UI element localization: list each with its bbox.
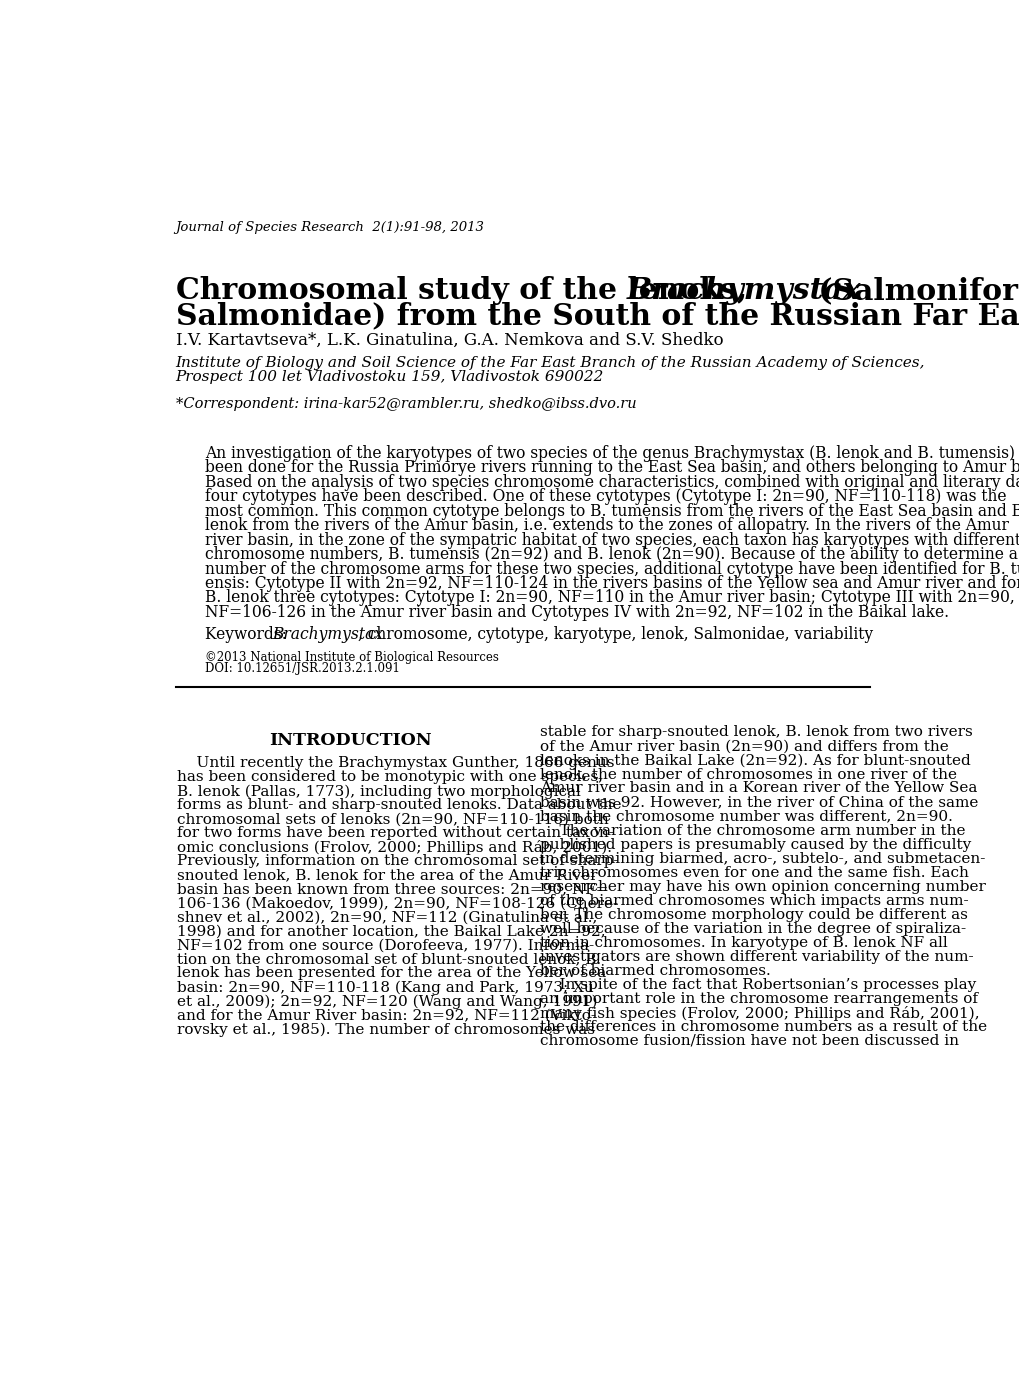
Text: lenok has been presented for the area of the Yellow sea: lenok has been presented for the area of… bbox=[177, 967, 605, 981]
Text: and for the Amur River basin: 2n=92, NF=112 (Vikto-: and for the Amur River basin: 2n=92, NF=… bbox=[177, 1008, 595, 1022]
Text: ber. The chromosome morphology could be different as: ber. The chromosome morphology could be … bbox=[539, 907, 967, 921]
Text: four cytotypes have been described. One of these cytotypes (Cytotype I: 2n=90, N: four cytotypes have been described. One … bbox=[205, 488, 1006, 505]
Text: INTRODUCTION: INTRODUCTION bbox=[269, 732, 432, 748]
Text: NF=102 from one source (Dorofeeva, 1977). Informa-: NF=102 from one source (Dorofeeva, 1977)… bbox=[177, 939, 594, 953]
Text: snouted lenok, B. lenok for the area of the Amur River: snouted lenok, B. lenok for the area of … bbox=[177, 869, 597, 882]
Text: lenok from the rivers of the Amur basin, i.e. extends to the zones of allopatry.: lenok from the rivers of the Amur basin,… bbox=[205, 517, 1008, 534]
Text: tric chromosomes even for one and the same fish. Each: tric chromosomes even for one and the sa… bbox=[539, 866, 968, 880]
Text: NF=106-126 in the Amur river basin and Cytotypes IV with 2n=92, NF=102 in the Ba: NF=106-126 in the Amur river basin and C… bbox=[205, 604, 949, 621]
Text: tion on the chromosomal set of blunt-snouted lenok, B.: tion on the chromosomal set of blunt-sno… bbox=[177, 953, 600, 967]
Text: chromosome numbers, B. tumensis (2n=92) and B. lenok (2n=90). Because of the abi: chromosome numbers, B. tumensis (2n=92) … bbox=[205, 546, 1017, 563]
Text: Brachymystax: Brachymystax bbox=[626, 277, 860, 306]
Text: shnev et al., 2002), 2n=90, NF=112 (Ginatulina et al.,: shnev et al., 2002), 2n=90, NF=112 (Gina… bbox=[177, 910, 597, 924]
Text: tion in chromosomes. In karyotype of B. lenok NF all: tion in chromosomes. In karyotype of B. … bbox=[539, 936, 947, 950]
Text: Prospect 100 let Vladivostoku 159, Vladivostok 690022: Prospect 100 let Vladivostoku 159, Vladi… bbox=[175, 371, 603, 384]
Text: in determining biarmed, acro-, subtelo-, and submetacen-: in determining biarmed, acro-, subtelo-,… bbox=[539, 852, 984, 866]
Text: ensis: Cytotype II with 2n=92, NF=110-124 in the rivers basins of the Yellow sea: ensis: Cytotype II with 2n=92, NF=110-12… bbox=[205, 575, 1019, 592]
Text: for two forms have been reported without certain taxon-: for two forms have been reported without… bbox=[177, 826, 613, 841]
Text: Based on the analysis of two species chromosome characteristics, combined with o: Based on the analysis of two species chr… bbox=[205, 473, 1019, 491]
Text: has been considered to be monotypic with one species,: has been considered to be monotypic with… bbox=[177, 770, 602, 784]
Text: of the biarmed chromosomes which impacts arms num-: of the biarmed chromosomes which impacts… bbox=[539, 893, 967, 907]
Text: basin was 92. However, in the river of China of the same: basin was 92. However, in the river of C… bbox=[539, 795, 977, 809]
Text: well because of the variation in the degree of spiraliza-: well because of the variation in the deg… bbox=[539, 921, 965, 936]
Text: basin: 2n=90, NF=110-118 (Kang and Park, 1973; Xu: basin: 2n=90, NF=110-118 (Kang and Park,… bbox=[177, 981, 593, 994]
Text: the differences in chromosome numbers as a result of the: the differences in chromosome numbers as… bbox=[539, 1019, 986, 1033]
Text: Keywords:: Keywords: bbox=[205, 626, 291, 643]
Text: ber of biarmed chromosomes.: ber of biarmed chromosomes. bbox=[539, 964, 769, 978]
Text: Previously, information on the chromosomal set of sharp-: Previously, information on the chromosom… bbox=[177, 855, 619, 869]
Text: many fish species (Frolov, 2000; Phillips and Ráb, 2001),: many fish species (Frolov, 2000; Phillip… bbox=[539, 1005, 978, 1021]
Text: most common. This common cytotype belongs to B. tumensis from the rivers of the : most common. This common cytotype belong… bbox=[205, 502, 1019, 520]
Text: chromosome fusion/fission have not been discussed in: chromosome fusion/fission have not been … bbox=[539, 1033, 958, 1048]
Text: lenoks in the Baikal Lake (2n=92). As for blunt-snouted: lenoks in the Baikal Lake (2n=92). As fo… bbox=[539, 754, 970, 768]
Text: river basin, in the zone of the sympatric habitat of two species, each taxon has: river basin, in the zone of the sympatri… bbox=[205, 531, 1019, 549]
Text: B. lenok (Pallas, 1773), including two morphological: B. lenok (Pallas, 1773), including two m… bbox=[177, 784, 581, 798]
Text: 106-136 (Makoedov, 1999), 2n=90, NF=108-126 (Chere-: 106-136 (Makoedov, 1999), 2n=90, NF=108-… bbox=[177, 896, 618, 910]
Text: et al., 2009); 2n=92, NF=120 (Wang and Wang, 1991): et al., 2009); 2n=92, NF=120 (Wang and W… bbox=[177, 994, 597, 1008]
Text: forms as blunt- and sharp-snouted lenoks. Data about the: forms as blunt- and sharp-snouted lenoks… bbox=[177, 798, 621, 812]
Text: In spite of the fact that Robertsonian’s processes play: In spite of the fact that Robertsonian’s… bbox=[539, 978, 975, 992]
Text: An investigation of the karyotypes of two species of the genus Brachymystax (B. : An investigation of the karyotypes of tw… bbox=[205, 445, 1019, 462]
Text: lenok, the number of chromosomes in one river of the: lenok, the number of chromosomes in one … bbox=[539, 768, 956, 781]
Text: investigators are shown different variability of the num-: investigators are shown different variab… bbox=[539, 950, 972, 964]
Text: rovsky et al., 1985). The number of chromosomes was: rovsky et al., 1985). The number of chro… bbox=[177, 1022, 594, 1037]
Text: (Salmoniformes,: (Salmoniformes, bbox=[807, 277, 1019, 306]
Text: been done for the Russia Primorye rivers running to the East Sea basin, and othe: been done for the Russia Primorye rivers… bbox=[205, 459, 1019, 476]
Text: Brachymystax: Brachymystax bbox=[272, 626, 383, 643]
Text: ©2013 National Institute of Biological Resources: ©2013 National Institute of Biological R… bbox=[205, 651, 498, 664]
Text: an important role in the chromosome rearrangements of: an important role in the chromosome rear… bbox=[539, 992, 977, 1005]
Text: I.V. Kartavtseva*, L.K. Ginatulina, G.A. Nemkova and S.V. Shedko: I.V. Kartavtseva*, L.K. Ginatulina, G.A.… bbox=[175, 332, 722, 349]
Text: stable for sharp-snouted lenok, B. lenok from two rivers: stable for sharp-snouted lenok, B. lenok… bbox=[539, 726, 971, 740]
Text: number of the chromosome arms for these two species, additional cytotype have be: number of the chromosome arms for these … bbox=[205, 560, 1019, 578]
Text: Journal of Species Research  2(1):91-98, 2013: Journal of Species Research 2(1):91-98, … bbox=[175, 221, 484, 234]
Text: researcher may have his own opinion concerning number: researcher may have his own opinion conc… bbox=[539, 880, 984, 893]
Text: basin has been known from three sources: 2n=90, NF=: basin has been known from three sources:… bbox=[177, 882, 608, 896]
Text: B. lenok three cytotypes: Cytotype I: 2n=90, NF=110 in the Amur river basin; Cyt: B. lenok three cytotypes: Cytotype I: 2n… bbox=[205, 589, 1014, 607]
Text: *Correspondent: irina-kar52@rambler.ru, shedko@ibss.dvo.ru: *Correspondent: irina-kar52@rambler.ru, … bbox=[175, 397, 636, 411]
Text: omic conclusions (Frolov, 2000; Phillips and Ráb, 2001).: omic conclusions (Frolov, 2000; Phillips… bbox=[177, 841, 611, 855]
Text: Amur river basin and in a Korean river of the Yellow Sea: Amur river basin and in a Korean river o… bbox=[539, 781, 976, 795]
Text: 1998) and for another location, the Baikal Lake 2n=92,: 1998) and for another location, the Baik… bbox=[177, 924, 605, 939]
Text: The variation of the chromosome arm number in the: The variation of the chromosome arm numb… bbox=[539, 823, 964, 838]
Text: Until recently the Brachymystax Gunther, 1866 genus: Until recently the Brachymystax Gunther,… bbox=[177, 757, 614, 770]
Text: DOI: 10.12651/JSR.2013.2.1.091: DOI: 10.12651/JSR.2013.2.1.091 bbox=[205, 662, 399, 675]
Text: published papers is presumably caused by the difficulty: published papers is presumably caused by… bbox=[539, 838, 970, 852]
Text: chromosomal sets of lenoks (2n=90, NF=110-116) both: chromosomal sets of lenoks (2n=90, NF=11… bbox=[177, 812, 608, 826]
Text: Institute of Biology and Soil Science of the Far East Branch of the Russian Acad: Institute of Biology and Soil Science of… bbox=[175, 357, 924, 371]
Text: , chromosome, cytotype, karyotype, lenok, Salmonidae, variability: , chromosome, cytotype, karyotype, lenok… bbox=[358, 626, 872, 643]
Text: Chromosomal study of the lenoks,: Chromosomal study of the lenoks, bbox=[175, 277, 756, 306]
Text: Salmonidae) from the South of the Russian Far East: Salmonidae) from the South of the Russia… bbox=[175, 301, 1019, 331]
Text: basin the chromosome number was different, 2n=90.: basin the chromosome number was differen… bbox=[539, 809, 952, 823]
Text: of the Amur river basin (2n=90) and differs from the: of the Amur river basin (2n=90) and diff… bbox=[539, 740, 948, 754]
